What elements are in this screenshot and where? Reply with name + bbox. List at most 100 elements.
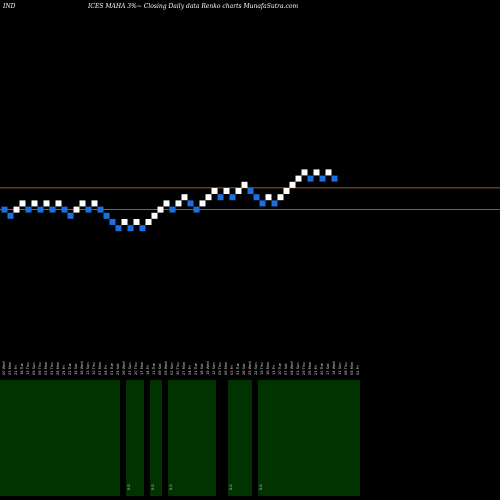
- renko-brick: [1, 206, 8, 213]
- renko-brick: [85, 206, 92, 213]
- renko-brick: [139, 225, 146, 232]
- renko-brick: [25, 206, 32, 213]
- renko-brick: [175, 200, 182, 207]
- renko-brick: [259, 200, 266, 207]
- renko-brick: [103, 212, 110, 219]
- renko-brick: [73, 206, 80, 213]
- volume-label: 0.0: [259, 484, 263, 490]
- renko-brick: [127, 225, 134, 232]
- x-tick-label: 23 Mon: [8, 362, 12, 375]
- x-tick-label: 29 Sat: [116, 363, 120, 375]
- x-tick-label: 02 Sun: [170, 362, 174, 375]
- x-tick-label: 13 Thu: [26, 363, 30, 375]
- x-tick-label: 12 Sun: [212, 362, 216, 375]
- volume-panel: 0.0 0.0 0.0 0.0 0.0: [0, 380, 360, 496]
- x-tick-label: 20 Thu: [134, 363, 138, 375]
- x-tick-label: 25 Fri: [62, 365, 66, 375]
- x-tick-label: 06 Mon: [224, 362, 228, 375]
- x-tick-label: 09 Sun: [32, 362, 36, 375]
- x-tick-label: 05 Wed: [164, 361, 168, 375]
- renko-brick: [7, 212, 14, 219]
- volume-label: 0.0: [127, 484, 131, 490]
- x-tick-label: 04 Fri: [104, 365, 108, 375]
- volume-bar: [126, 380, 144, 496]
- renko-brick: [91, 200, 98, 207]
- x-tick-label: 08 Sat: [158, 363, 162, 375]
- left-label: IND: [2, 3, 16, 10]
- renko-brick: [193, 206, 200, 213]
- renko-brick: [319, 175, 326, 182]
- x-tick-label: 19 Thu: [260, 363, 264, 375]
- renko-brick: [97, 206, 104, 213]
- renko-brick: [13, 206, 20, 213]
- renko-brick: [205, 194, 212, 201]
- renko-brick: [325, 169, 332, 176]
- x-tick-label: 11 Sun: [338, 362, 342, 375]
- x-tick-label: 29 Thu: [302, 363, 306, 375]
- renko-brick: [331, 175, 338, 182]
- renko-brick: [145, 219, 152, 225]
- x-tick-label: 17 Sat: [326, 363, 330, 375]
- x-tick-label: 28 Sat: [242, 363, 246, 375]
- volume-label: 0.0: [229, 484, 233, 490]
- volume-label: 0.0: [169, 484, 173, 490]
- renko-brick: [217, 194, 224, 201]
- x-tick-labels: 00 Wed 23 Mon 21 Fri 18 Tue 13 Thu 09 Sun 06 T…: [2, 361, 360, 375]
- x-tick-label: 14 Wed: [332, 361, 336, 375]
- renko-brick: [271, 200, 278, 207]
- volume-label: 0.0: [151, 484, 155, 490]
- x-tick-label: 31 Tue: [236, 362, 240, 375]
- renko-brick: [31, 200, 38, 207]
- renko-brick: [277, 194, 284, 201]
- x-tick-label: 08 Thu: [344, 363, 348, 375]
- x-tick-label: 24 Fri: [188, 365, 192, 375]
- renko-brick: [157, 206, 164, 213]
- renko-brick: [55, 200, 62, 207]
- x-tick-label: 10 Thu: [92, 363, 96, 375]
- x-tick-label: 01 Tue: [110, 362, 114, 375]
- x-tick-label: 00 Wed: [2, 361, 6, 375]
- renko-brick: [121, 219, 128, 225]
- x-tick-label: 03 Fri: [230, 365, 234, 375]
- renko-brick: [37, 206, 44, 213]
- x-tick-label: 19 Sat: [74, 363, 78, 375]
- renko-brick: [211, 188, 218, 194]
- x-tick-label: 06 Thu: [38, 363, 42, 375]
- renko-brick: [109, 219, 116, 225]
- x-tick-label: 31 Thu: [50, 363, 54, 375]
- chart-title: ICES MAHA 3%~ Closing Daily data Renko c…: [87, 3, 298, 10]
- renko-brick: [199, 200, 206, 207]
- x-tick-label: 01 Sun: [296, 362, 300, 375]
- x-tick-label: 21 Fri: [14, 365, 18, 375]
- x-tick-label: 16 Wed: [80, 361, 84, 375]
- volume-bar: [0, 380, 120, 496]
- renko-brick: [283, 188, 290, 194]
- x-tick-label: 30 Thu: [176, 363, 180, 375]
- renko-brick: [247, 188, 254, 194]
- x-tick-label: 05 Mon: [350, 362, 354, 375]
- renko-brick: [307, 175, 314, 182]
- renko-brick: [151, 212, 158, 219]
- renko-bricks: [1, 169, 338, 232]
- x-tick-label: 27 Mon: [182, 362, 186, 375]
- x-tick-label: 16 Mon: [266, 362, 270, 375]
- renko-brick: [67, 212, 74, 219]
- volume-bar: [168, 380, 216, 496]
- renko-brick: [61, 206, 68, 213]
- renko-brick: [301, 169, 308, 176]
- renko-brick: [187, 200, 194, 207]
- x-tick-label: 26 Mon: [308, 362, 312, 375]
- x-tick-label: 07 Mon: [98, 362, 102, 375]
- renko-brick: [223, 188, 230, 194]
- renko-brick: [229, 194, 236, 201]
- x-tick-label: 23 Fri: [314, 365, 318, 375]
- renko-brick: [235, 188, 242, 194]
- x-tick-label: 18 Tue: [20, 362, 24, 375]
- x-tick-label: 28 Mon: [56, 362, 60, 375]
- volume-bar: [228, 380, 252, 496]
- x-tick-label: 11 Tue: [152, 362, 156, 375]
- x-tick-label: 20 Tue: [320, 362, 324, 375]
- x-tick-label: 18 Sat: [200, 363, 204, 375]
